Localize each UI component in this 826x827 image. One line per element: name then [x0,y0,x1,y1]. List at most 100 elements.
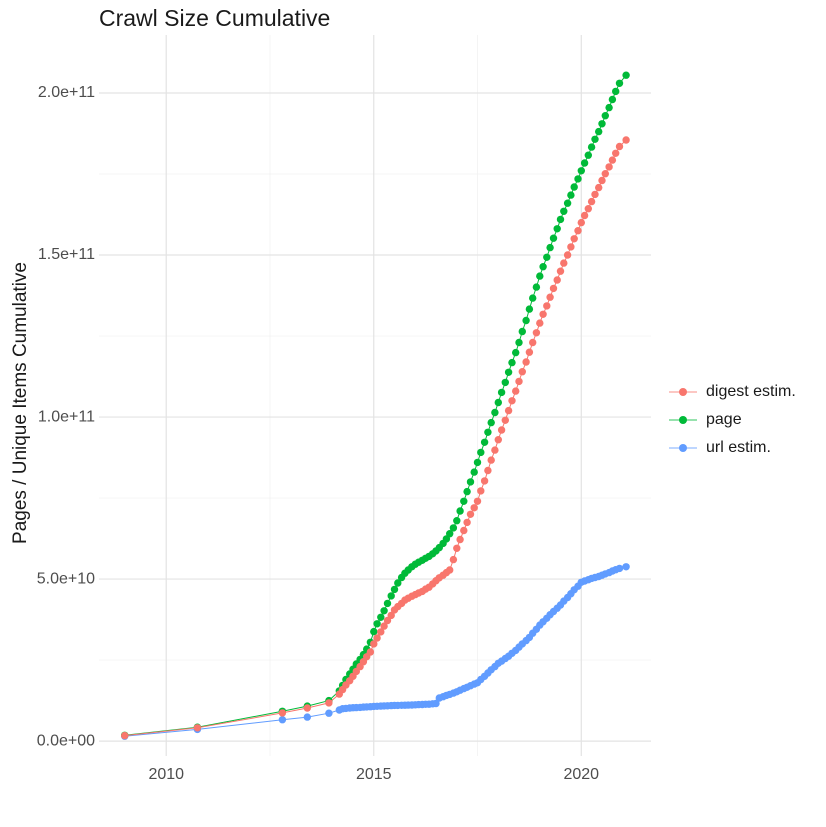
y-tick-label: 1.0e+11 [38,408,95,425]
data-point [512,387,520,395]
data-point [480,477,489,485]
data-point [584,151,592,159]
data-point [460,497,468,505]
data-point [532,283,541,291]
data-point [529,338,537,347]
data-point [615,142,624,151]
data-point [470,504,478,512]
legend-item-digest-estim: digest estim. [668,381,796,403]
x-tick-label: 2010 [148,766,184,783]
data-point [303,704,311,712]
data-point [325,709,333,717]
data-point [560,207,568,215]
data-point [446,566,454,574]
data-point [563,251,572,259]
data-point [193,724,202,732]
data-point [387,611,395,620]
data-point [387,592,395,600]
data-point [497,426,506,434]
data-point [615,79,624,88]
data-point [463,518,471,527]
data-point [380,607,388,615]
data-point [546,293,554,301]
x-tick-label: 2020 [563,766,599,783]
data-point [536,272,544,280]
data-point [615,564,624,573]
data-point [491,446,499,454]
data-point [601,112,609,120]
data-point [608,156,617,164]
data-point [570,235,578,243]
data-point [508,397,516,405]
data-point [449,524,458,532]
series-digest-estim-points [121,136,630,740]
data-point [466,478,475,486]
data-point [539,310,547,318]
data-point [605,163,613,171]
chart-title: Crawl Size Cumulative [99,5,331,31]
data-point [543,302,551,310]
data-point [518,327,526,336]
data-point [567,243,575,251]
data-point [574,227,582,235]
legend-item-page: page [668,409,796,431]
data-point [622,136,630,144]
data-point [591,190,599,199]
data-point [608,95,617,104]
data-point [622,71,630,79]
data-point [563,199,572,207]
data-point [370,640,378,648]
data-point [470,468,478,476]
y-tick-label: 5.0e+10 [37,570,95,587]
data-point [529,294,537,302]
data-point [549,284,558,293]
series-url-estim-line [124,566,627,737]
data-point [394,579,402,587]
data-point [553,225,561,233]
data-point [477,448,485,457]
data-point [501,416,509,424]
data-point [373,634,381,642]
data-point [383,616,392,625]
data-point [491,408,499,417]
data-point [605,103,613,112]
data-point [567,191,575,199]
y-axis-title: Pages / Unique Items Cumulative [10,262,31,544]
legend-label: url estim. [706,439,771,456]
series-digest-estim-line [124,139,627,737]
data-point [494,436,502,444]
x-tick-label: 2015 [356,766,392,783]
data-point [487,456,495,464]
data-point [453,517,461,525]
legend: digest estim. page url estim. [668,381,796,459]
data-point [303,713,311,721]
data-point [366,648,375,656]
data-point [432,699,440,708]
data-point [543,253,551,261]
data-point [484,428,492,436]
data-point [466,510,475,518]
data-point [453,544,461,552]
data-point [484,466,492,475]
data-point [325,699,333,707]
data-point [497,388,506,397]
data-point [501,378,509,387]
data-point [377,613,385,621]
data-point [504,406,513,415]
data-point [449,555,458,564]
data-point [494,398,502,407]
data-point [577,167,585,175]
data-point [580,159,589,167]
data-point [595,183,603,192]
data-point [622,563,630,571]
data-point [598,176,606,185]
series-url-estim-points [121,563,630,740]
data-point [515,338,523,347]
data-point [598,120,606,128]
legend-key-icon [669,388,697,396]
legend-item-url-estim: url estim. [668,437,796,459]
data-point [525,305,534,313]
data-point [473,458,482,467]
